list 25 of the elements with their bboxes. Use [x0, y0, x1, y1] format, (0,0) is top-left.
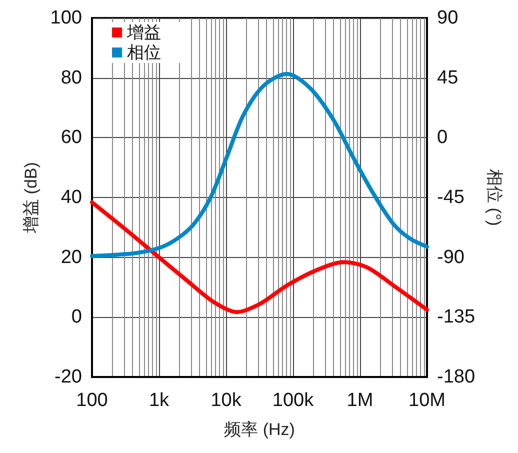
x-tick-label: 10k [210, 390, 242, 411]
x-tick-label: 100k [272, 390, 314, 411]
x-tick-label: 1M [346, 390, 374, 411]
y-tick-label: 20 [60, 246, 82, 268]
y2-tick-label: 90 [437, 8, 458, 28]
y2-tick-label: -90 [437, 246, 464, 268]
y2-tick-label: 45 [437, 67, 458, 88]
y-tick-label: 60 [60, 127, 82, 148]
legend-label: 相位 [127, 43, 161, 62]
y-tick-label: 40 [60, 187, 82, 208]
y2-tick-label: -45 [437, 187, 464, 208]
x-axis-title: 频率 (Hz) [224, 420, 295, 439]
y2-axis-title: 相位 (°) [484, 169, 504, 226]
y-tick-label: 80 [60, 67, 82, 88]
y2-tick-label: -180 [437, 366, 476, 388]
legend-label: 增益 [126, 23, 161, 42]
y-tick-label: 0 [71, 306, 82, 328]
y-tick-label: -20 [54, 366, 82, 388]
y-tick-label: 100 [50, 8, 82, 28]
x-tick-label: 1k [148, 390, 170, 411]
y2-tick-label: 0 [437, 127, 448, 148]
x-tick-label: 10M [408, 390, 446, 411]
y2-tick-label: -135 [437, 306, 476, 328]
y-axis-title: 增益 (dB) [21, 162, 40, 234]
x-tick-label: 100 [76, 390, 108, 411]
